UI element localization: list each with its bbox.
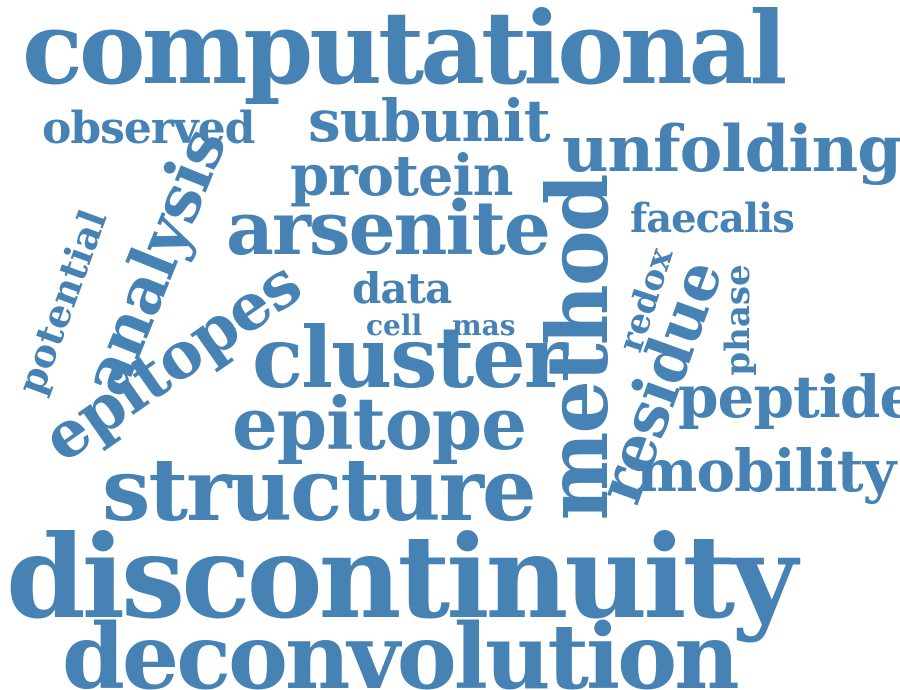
word-peptide: peptide [678, 363, 900, 431]
word-mas: mas [452, 309, 516, 342]
word-subunit: subunit [308, 87, 551, 155]
word-deconvolution: deconvolution [62, 604, 740, 690]
word-unfolding: unfolding [562, 112, 900, 187]
word-data: data [352, 264, 452, 313]
word-discontinuity: discontinuity [6, 510, 797, 644]
word-structure: structure [102, 440, 537, 541]
word-observed: observed [42, 103, 255, 154]
word-computational: computational [22, 0, 787, 107]
word-mobility: mobility [636, 437, 896, 505]
word-cluster: cluster [252, 308, 568, 407]
word-protein: protein [290, 143, 513, 209]
word-faecalis: faecalis [630, 195, 795, 242]
word-arsenite: arsenite [226, 186, 551, 272]
word-cell: cell [366, 309, 423, 342]
word-epitope: epitope [232, 381, 527, 466]
